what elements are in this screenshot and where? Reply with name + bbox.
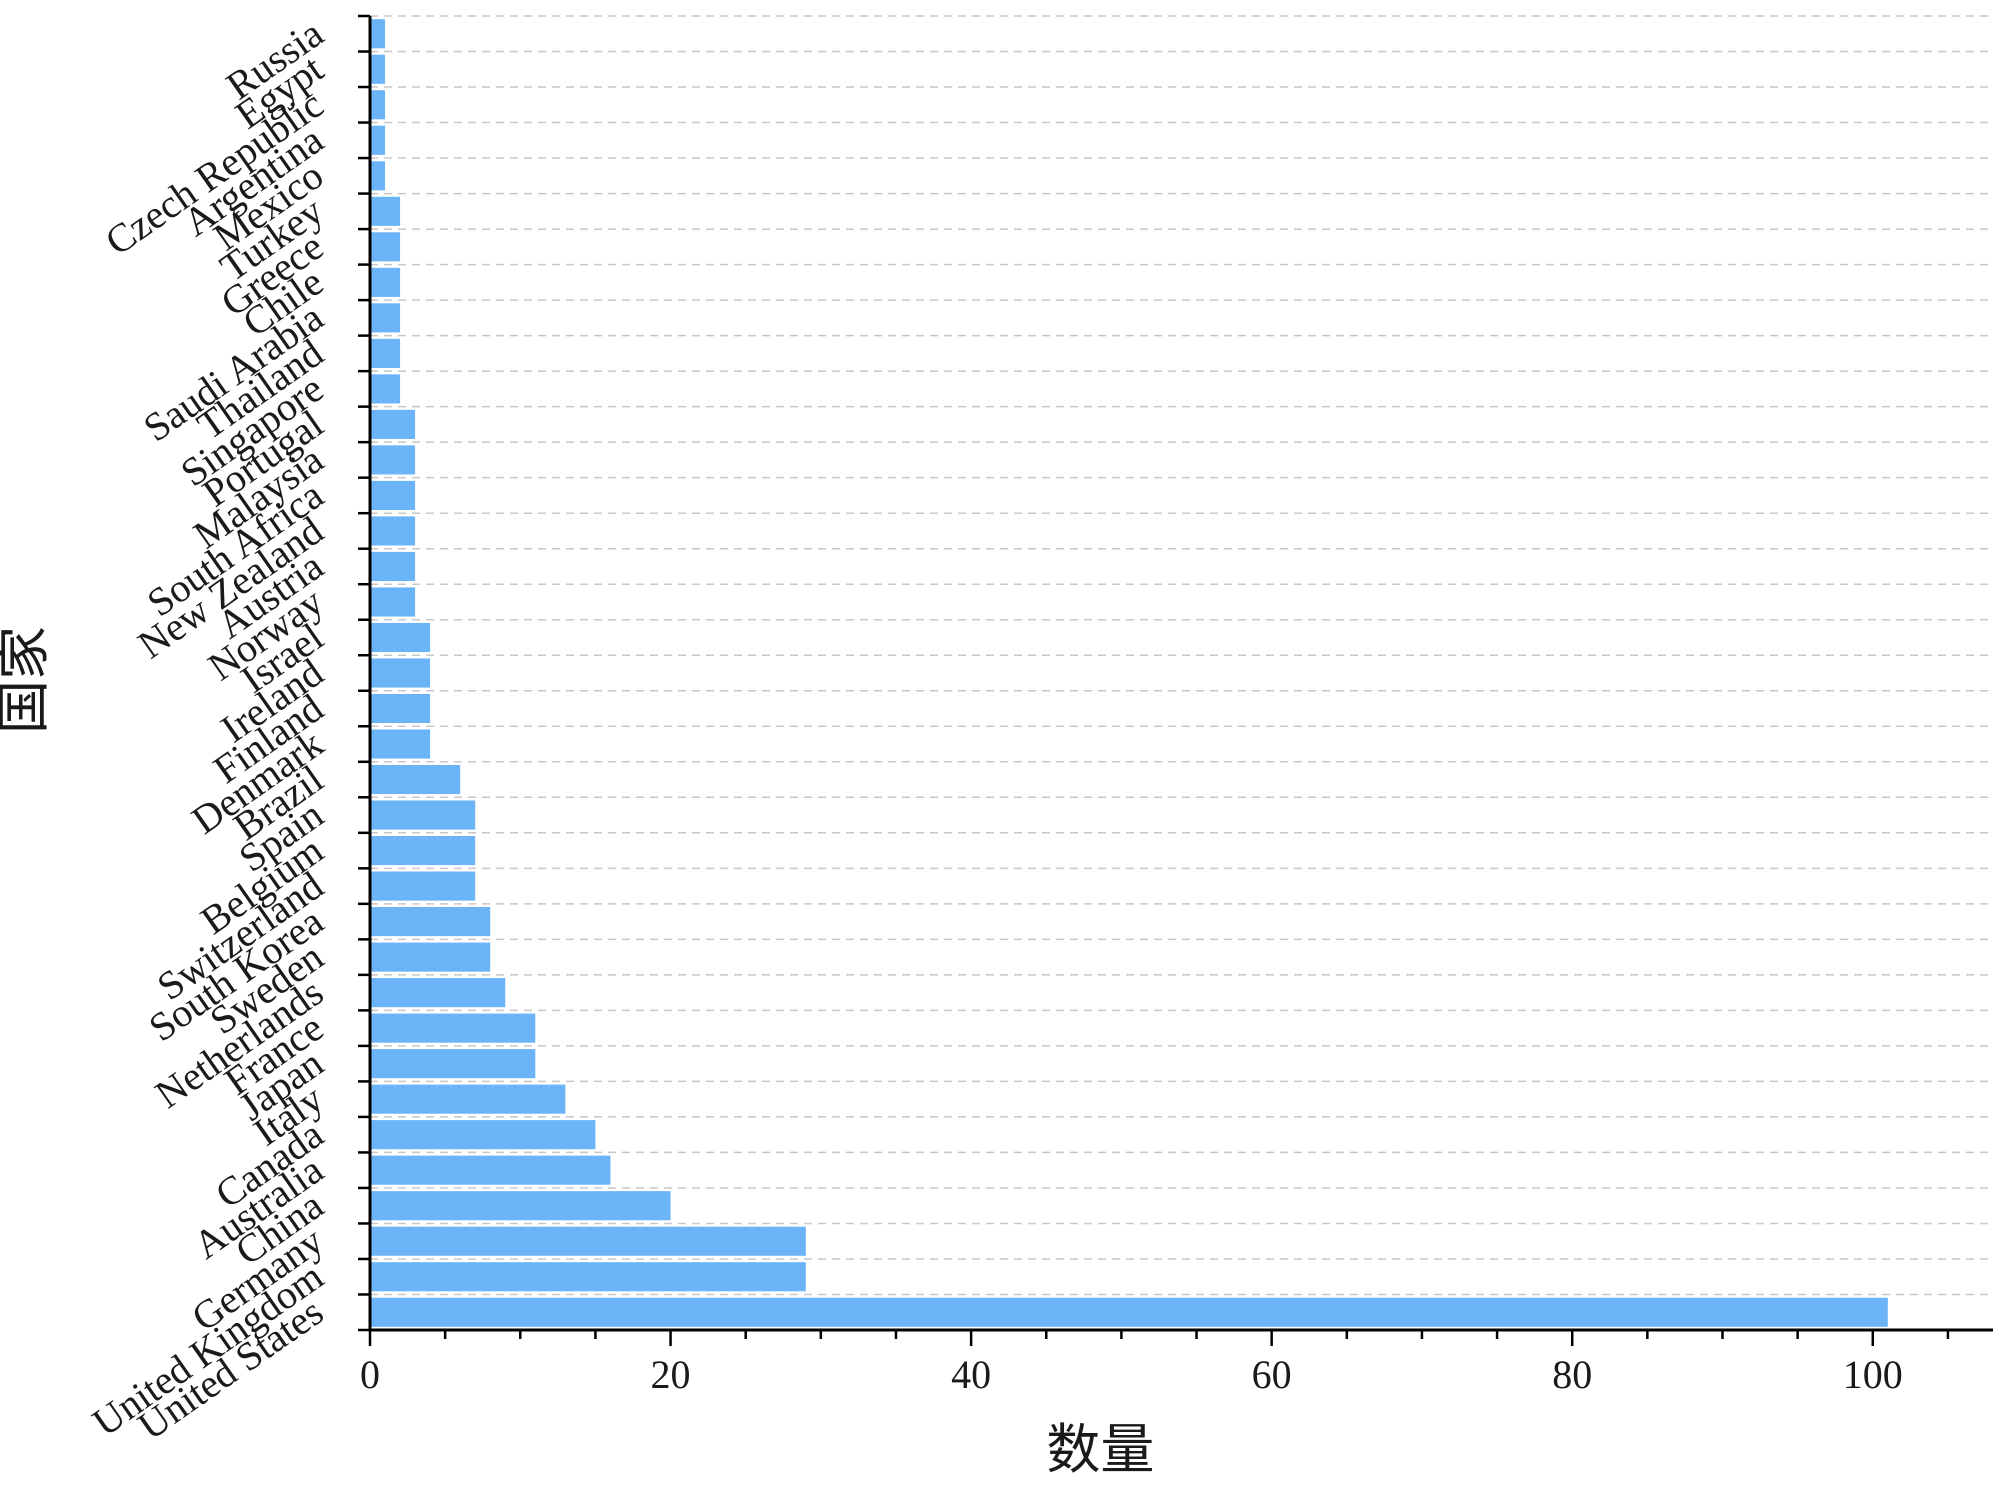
x-axis-ticks: 0 20 40 60 80 100 [360, 1330, 1950, 1397]
x-tick-label: 20 [651, 1352, 691, 1397]
x-tick-label: 100 [1843, 1352, 1903, 1397]
bar [370, 1155, 611, 1185]
bar [370, 303, 401, 333]
bar [370, 161, 386, 191]
bar [370, 1226, 806, 1256]
axes [368, 16, 1993, 1332]
bar [370, 267, 401, 297]
bar [370, 693, 431, 724]
bar [370, 551, 416, 582]
bar [370, 409, 416, 439]
bar [370, 978, 506, 1008]
x-tick-label: 80 [1552, 1352, 1592, 1397]
bar [370, 516, 416, 546]
bar [370, 871, 476, 901]
bars [370, 19, 1888, 1327]
x-axis-title: 数量 [1046, 1420, 1154, 1480]
x-tick-label: 60 [1252, 1352, 1292, 1397]
bar [370, 1049, 536, 1079]
bar [370, 658, 431, 688]
bar [370, 374, 401, 404]
bar [370, 445, 416, 475]
bar [370, 764, 461, 795]
bar [370, 1297, 1888, 1327]
x-tick-label: 0 [360, 1352, 380, 1397]
bar [370, 54, 386, 84]
bar [370, 196, 401, 226]
bar [370, 800, 476, 830]
bar [370, 19, 386, 49]
bar [370, 1120, 596, 1150]
bar [370, 480, 416, 510]
bar [370, 1262, 806, 1292]
bar [370, 836, 476, 866]
bar [370, 942, 491, 972]
bar [370, 232, 401, 262]
bar [370, 587, 416, 617]
bar [370, 1084, 566, 1114]
bar [370, 125, 386, 155]
bar [370, 90, 386, 120]
bar [370, 338, 401, 368]
grid-lines [370, 15, 1993, 1296]
bar [370, 907, 491, 937]
bar [370, 729, 431, 759]
bar [370, 1191, 671, 1221]
x-tick-label: 40 [951, 1352, 991, 1397]
bar [370, 622, 431, 653]
y-axis-title: 国家 [0, 626, 54, 734]
bar [370, 1013, 536, 1043]
y-axis-ticks [358, 14, 370, 1332]
